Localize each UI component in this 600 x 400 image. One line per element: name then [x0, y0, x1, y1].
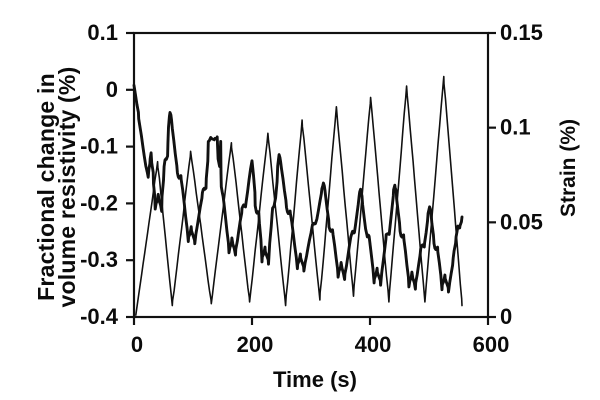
- y-right-tick-label: 0.1: [500, 115, 531, 140]
- x-axis-title: Time (s): [273, 367, 357, 392]
- x-tick-label: 600: [473, 332, 510, 357]
- y-left-tick-label: -0.4: [80, 304, 119, 329]
- y-left-tick-label: 0: [106, 77, 118, 102]
- series-strain: [135, 75, 463, 316]
- x-tick-label: 0: [131, 332, 143, 357]
- y-right-tick-label: 0.15: [500, 20, 543, 45]
- y-left-tick-label: 0.1: [87, 20, 118, 45]
- y-right-tick-label: 0.05: [500, 209, 543, 234]
- y-left-tick-label: -0.2: [80, 190, 118, 215]
- left-axis-title-line2: volume resistivity (%): [54, 66, 80, 308]
- y-right-tick-label: 0: [500, 304, 512, 329]
- left-axis-title-text: Fractional change in volume resistivity …: [33, 66, 80, 308]
- right-axis-title-text: Strain (%): [557, 118, 580, 218]
- series-fractional-change-in-volume-resistivity: [132, 83, 464, 294]
- x-tick-label: 200: [237, 332, 274, 357]
- x-tick-label: 400: [355, 332, 392, 357]
- plot-frame: [132, 31, 490, 319]
- y-left-tick-label: -0.1: [80, 134, 118, 159]
- y-left-tick-label: -0.3: [80, 247, 118, 272]
